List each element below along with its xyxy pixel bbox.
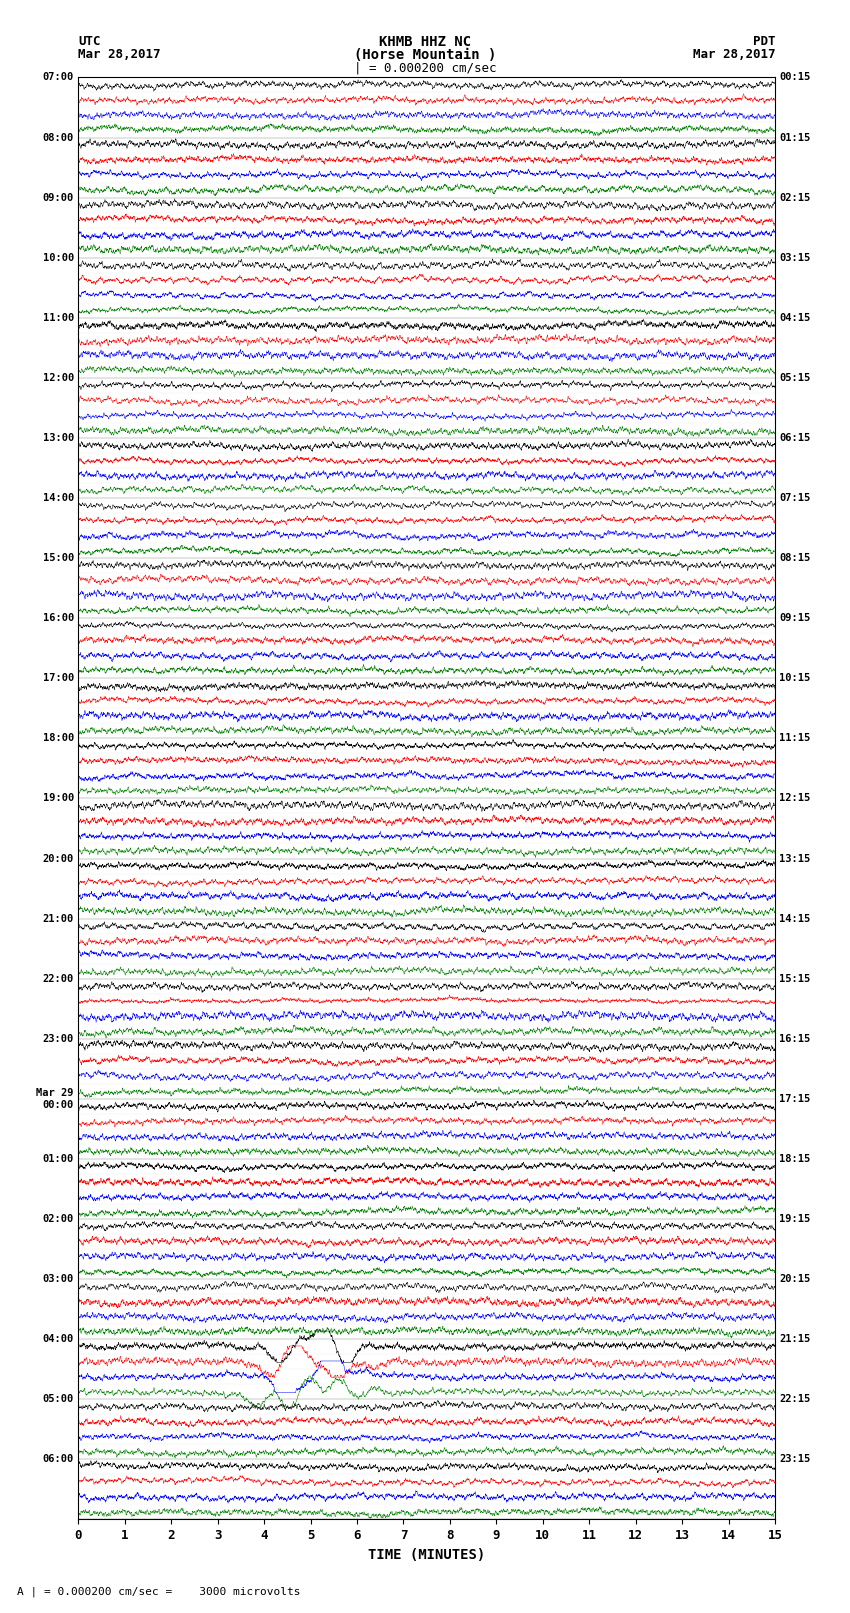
Text: 14:00: 14:00 [42,494,74,503]
Text: 01:15: 01:15 [779,132,811,142]
Text: 10:15: 10:15 [779,673,811,684]
Text: 16:15: 16:15 [779,1034,811,1044]
Text: 19:00: 19:00 [42,794,74,803]
Text: 14:15: 14:15 [779,913,811,924]
Text: Mar 29
00:00: Mar 29 00:00 [37,1089,74,1110]
Text: 23:15: 23:15 [779,1455,811,1465]
Text: 03:15: 03:15 [779,253,811,263]
Text: Mar 28,2017: Mar 28,2017 [78,48,161,61]
Text: UTC: UTC [78,35,100,48]
Text: 10:00: 10:00 [42,253,74,263]
Text: (Horse Mountain ): (Horse Mountain ) [354,48,496,63]
Text: 03:00: 03:00 [42,1274,74,1284]
Text: Mar 28,2017: Mar 28,2017 [693,48,775,61]
Text: 04:15: 04:15 [779,313,811,323]
Text: 15:00: 15:00 [42,553,74,563]
Text: KHMB HHZ NC: KHMB HHZ NC [379,35,471,50]
Text: 21:15: 21:15 [779,1334,811,1344]
Text: 13:00: 13:00 [42,432,74,444]
Text: 11:00: 11:00 [42,313,74,323]
Text: 15:15: 15:15 [779,974,811,984]
Text: 20:00: 20:00 [42,853,74,863]
Text: 08:15: 08:15 [779,553,811,563]
Text: 07:15: 07:15 [779,494,811,503]
Text: 04:00: 04:00 [42,1334,74,1344]
Text: 02:00: 02:00 [42,1215,74,1224]
Text: 18:00: 18:00 [42,734,74,744]
Text: 12:00: 12:00 [42,373,74,382]
Text: 19:15: 19:15 [779,1215,811,1224]
Text: 06:00: 06:00 [42,1455,74,1465]
Text: 06:15: 06:15 [779,432,811,444]
Text: 00:15: 00:15 [779,73,811,82]
Text: 22:15: 22:15 [779,1394,811,1405]
Text: 02:15: 02:15 [779,192,811,203]
Text: 23:00: 23:00 [42,1034,74,1044]
Text: | = 0.000200 cm/sec: | = 0.000200 cm/sec [354,61,496,74]
Text: 21:00: 21:00 [42,913,74,924]
Text: 20:15: 20:15 [779,1274,811,1284]
Text: 07:00: 07:00 [42,73,74,82]
Text: 05:15: 05:15 [779,373,811,382]
Text: 17:15: 17:15 [779,1094,811,1103]
Text: 12:15: 12:15 [779,794,811,803]
Text: 09:15: 09:15 [779,613,811,623]
Text: 22:00: 22:00 [42,974,74,984]
Text: 11:15: 11:15 [779,734,811,744]
X-axis label: TIME (MINUTES): TIME (MINUTES) [368,1548,485,1561]
Text: 13:15: 13:15 [779,853,811,863]
Text: 08:00: 08:00 [42,132,74,142]
Text: PDT: PDT [753,35,775,48]
Text: 16:00: 16:00 [42,613,74,623]
Text: 17:00: 17:00 [42,673,74,684]
Text: A | = 0.000200 cm/sec =    3000 microvolts: A | = 0.000200 cm/sec = 3000 microvolts [17,1586,301,1597]
Text: 01:00: 01:00 [42,1153,74,1165]
Text: 09:00: 09:00 [42,192,74,203]
Text: 18:15: 18:15 [779,1153,811,1165]
Text: 05:00: 05:00 [42,1394,74,1405]
